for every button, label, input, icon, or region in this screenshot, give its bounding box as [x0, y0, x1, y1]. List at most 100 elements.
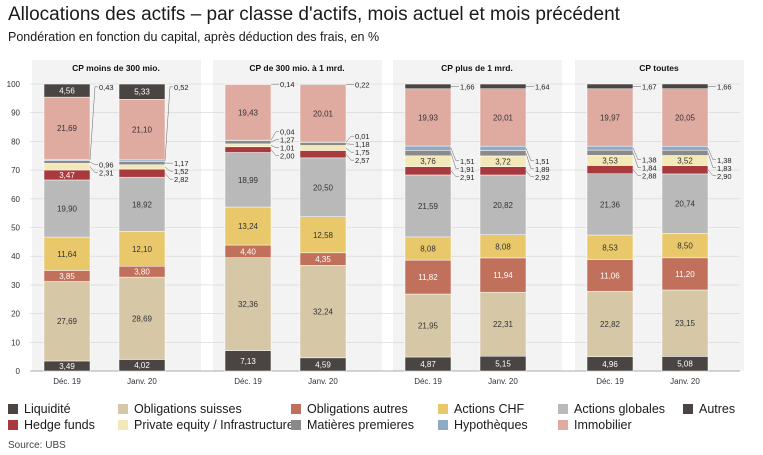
- bar-segment: [299, 145, 347, 151]
- callout-leader: [270, 149, 279, 156]
- data-label: 18,92: [132, 200, 153, 209]
- legend-label: Private equity / Infrastructure: [134, 418, 294, 432]
- data-label: 5,15: [495, 360, 511, 369]
- callout-leader: [270, 139, 279, 143]
- callout-leader: [89, 166, 98, 173]
- bar-segment: [43, 281, 91, 362]
- bar-segment: [118, 164, 166, 170]
- group-title: CP de 300 mio. à 1 mrd.: [249, 63, 344, 73]
- callout-label: 1,52: [174, 167, 189, 176]
- callout-leader: [632, 147, 641, 160]
- data-label: 11,94: [493, 271, 513, 280]
- bar-segment: [299, 157, 347, 217]
- source-note: Source: UBS: [8, 440, 66, 451]
- callout-label: 1,51: [535, 157, 550, 166]
- callout-label: 2,92: [535, 173, 550, 182]
- x-tick-label: Déc. 19: [596, 377, 624, 386]
- x-tick-label: Déc. 19: [53, 377, 81, 386]
- data-label: 27,69: [57, 317, 78, 326]
- callout-leader: [89, 86, 98, 161]
- data-label: 20,05: [675, 114, 696, 123]
- data-label: 4,40: [240, 247, 256, 256]
- bar-segment: [43, 96, 91, 160]
- group-title: CP plus de 1 mrd.: [441, 63, 513, 73]
- data-label: 18,99: [238, 176, 259, 185]
- data-label: 19,93: [418, 113, 439, 122]
- callout-label: 1,64: [535, 82, 550, 91]
- data-label: 32,24: [313, 308, 334, 317]
- data-label: 20,50: [313, 183, 334, 192]
- callout-leader: [450, 148, 459, 162]
- data-label: 3,49: [59, 362, 75, 371]
- legend-item: Hedge funds: [8, 418, 95, 432]
- data-label: 28,69: [132, 314, 153, 323]
- y-tick-label: 100: [7, 80, 21, 89]
- callout-label: 2,57: [355, 156, 370, 165]
- legend-label: Actions CHF: [454, 402, 525, 416]
- bar-segment: [661, 149, 709, 156]
- data-label: 21,69: [57, 124, 78, 133]
- callout-leader: [164, 172, 173, 180]
- legend-item: Hypothèques: [438, 418, 528, 432]
- callout-label: 2,90: [717, 172, 732, 181]
- bar-segment: [586, 88, 634, 147]
- x-tick-label: Déc. 19: [234, 377, 262, 386]
- legend-swatch: [558, 404, 568, 414]
- legend-swatch: [438, 420, 448, 430]
- callout-leader: [707, 152, 716, 169]
- data-label: 3,80: [134, 268, 150, 277]
- callout-leader: [164, 86, 173, 161]
- legend-swatch: [8, 404, 18, 414]
- data-label: 4,87: [420, 360, 436, 369]
- bar-segment: [299, 84, 347, 143]
- callout-label: 0,04: [280, 128, 295, 137]
- bar-segment: [118, 99, 166, 161]
- legend-swatch: [683, 404, 693, 414]
- legend-swatch: [558, 420, 568, 430]
- bar-segment: [224, 257, 272, 351]
- callout-leader: [525, 148, 534, 162]
- group-title: CP moins de 300 mio.: [72, 63, 160, 73]
- y-tick-label: 90: [11, 109, 20, 118]
- bar-segment: [118, 161, 166, 165]
- bar-segment: [586, 291, 634, 358]
- bar-segment: [404, 145, 452, 151]
- data-label: 4,02: [134, 361, 150, 370]
- legend-label: Immobilier: [574, 418, 632, 432]
- data-label: 7,13: [240, 357, 256, 366]
- callout-label: 0,01: [355, 132, 370, 141]
- bar-segment: [404, 88, 452, 147]
- legend-swatch: [438, 404, 448, 414]
- y-tick-label: 60: [11, 195, 20, 204]
- callout-label: 1,27: [280, 136, 295, 145]
- bar-segment: [299, 83, 347, 85]
- bar-segment: [661, 88, 709, 147]
- bar-segment: [586, 165, 634, 174]
- bar-segment: [586, 259, 634, 292]
- callout-label: 1,84: [642, 164, 657, 173]
- bar-segment: [43, 163, 91, 171]
- data-label: 19,43: [238, 108, 259, 117]
- data-label: 8,50: [677, 242, 693, 251]
- bar-segment: [118, 83, 166, 100]
- callout-label: 2,88: [642, 172, 657, 181]
- bar-segment: [404, 174, 452, 238]
- callout-label: 1,75: [355, 148, 370, 157]
- bar-segment: [479, 150, 527, 157]
- callout-leader: [450, 170, 459, 178]
- bar-segment: [586, 83, 634, 90]
- y-tick-label: 50: [11, 224, 20, 233]
- legend-label: Hedge funds: [24, 418, 95, 432]
- bar-segment: [479, 166, 527, 176]
- data-label: 3,52: [677, 157, 693, 166]
- data-label: 5,33: [134, 88, 150, 97]
- callout-label: 2,31: [99, 169, 114, 178]
- bar-segment: [43, 83, 91, 98]
- legend-swatch: [8, 420, 18, 430]
- legend-label: Obligations suisses: [134, 402, 242, 416]
- callout-label: 2,82: [174, 175, 189, 184]
- data-label: 5,08: [677, 360, 693, 369]
- bar-segment: [224, 84, 272, 141]
- legend-item: Actions CHF: [438, 402, 524, 416]
- data-label: 8,08: [495, 242, 511, 251]
